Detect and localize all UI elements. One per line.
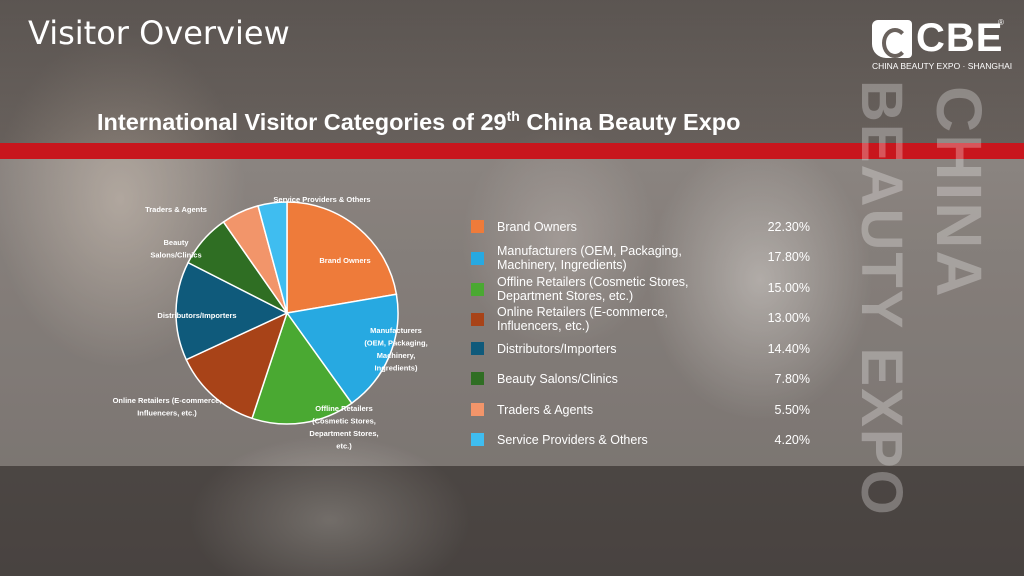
legend-swatch — [471, 220, 484, 233]
legend-item: Brand Owners 22.30% — [468, 214, 828, 244]
legend-label-line: Brand Owners — [497, 220, 577, 234]
logo-subtitle: CHINA BEAUTY EXPO · SHANGHAI — [872, 61, 1013, 71]
legend-label: Traders & Agents — [497, 403, 697, 417]
legend-label-line: Machinery, Ingredients) — [497, 258, 627, 272]
legend-value: 4.20% — [774, 433, 810, 447]
legend-swatch — [471, 433, 484, 446]
logo-text: CBE — [916, 16, 1004, 60]
pie-slice-7 — [257, 201, 288, 314]
cbe-logo-mark-icon — [872, 20, 912, 58]
legend-swatch — [471, 372, 484, 385]
legend-label-line: Service Providers & Others — [497, 433, 648, 447]
legend-swatch — [471, 403, 484, 416]
legend-label-line: Beauty Salons/Clinics — [497, 372, 618, 386]
content-panel — [0, 159, 1024, 466]
chart-title: International Visitor Categories of 29th… — [97, 108, 741, 136]
page-title: Visitor Overview — [28, 14, 290, 52]
legend-label: Offline Retailers (Cosmetic Stores, Depar… — [497, 275, 697, 303]
legend-item: Distributors/Importers 14.40% — [468, 336, 828, 366]
legend-label-line: Traders & Agents — [497, 403, 594, 417]
legend-value: 14.40% — [767, 342, 810, 356]
footer-overlay — [0, 466, 1024, 576]
pie-label-0: Brand Owners — [319, 256, 370, 265]
legend-label-line: Offline Retailers (Cosmetic Stores, — [497, 275, 689, 289]
watermark-china: CHINA — [923, 86, 995, 299]
legend-item: Beauty Salons/Clinics 7.80% — [468, 366, 828, 396]
cbe-logo: CBE ® CHINA BEAUTY EXPO · SHANGHAI — [868, 16, 1012, 72]
legend-label-line: Influencers, etc.) — [497, 319, 590, 333]
legend-label: Service Providers & Others — [497, 433, 697, 447]
legend-label: Online Retailers (E-commerce, Influencers… — [497, 305, 697, 333]
pie-slice-1 — [285, 293, 399, 405]
pie-slice-0 — [286, 201, 398, 314]
legend-value: 17.80% — [767, 250, 810, 264]
legend-swatch — [471, 252, 484, 265]
pie-slice-2 — [251, 311, 353, 425]
pie-label-3: Online Retailers (E-commerce, Influencers… — [113, 396, 222, 418]
legend-value: 22.30% — [767, 220, 810, 234]
pie-label-5: Beauty Salons/Clinics — [150, 238, 201, 260]
legend-swatch — [471, 313, 484, 326]
legend-label: Brand Owners — [497, 220, 697, 234]
legend-item: Service Providers & Others 4.20% — [468, 427, 828, 457]
legend-label: Manufacturers (OEM, Packaging, Machinery,… — [497, 244, 697, 272]
legend-value: 15.00% — [767, 281, 810, 295]
legend-label: Beauty Salons/Clinics — [497, 372, 697, 386]
pie-label-7: Service Providers & Others — [273, 195, 370, 204]
pie-label-4: Distributors/Importers — [157, 311, 236, 320]
pie-label-6: Traders & Agents — [145, 205, 207, 214]
red-divider-band — [0, 143, 1024, 159]
watermark-beauty-expo: BEAUTY EXPO — [849, 80, 914, 517]
legend-swatch — [471, 342, 484, 355]
legend-label-line: Distributors/Importers — [497, 342, 617, 356]
pie-label-2: Offline Retailers (Cosmetic Stores, Depart… — [309, 404, 378, 451]
legend-swatch — [471, 283, 484, 296]
legend-label-line: Online Retailers (E-commerce, — [497, 305, 668, 319]
pie-chart: Brand Owners Manufacturers (OEM, Packaging… — [113, 195, 428, 451]
legend-item: Offline Retailers (Cosmetic Stores, Depar… — [468, 275, 828, 305]
pie-label-1: Manufacturers (OEM, Packaging, Machinery, I… — [364, 326, 427, 373]
legend-item: Online Retailers (E-commerce, Influencers… — [468, 305, 828, 335]
legend-value: 7.80% — [774, 372, 810, 386]
chart-title-suffix: China Beauty Expo — [519, 108, 741, 135]
legend-value: 13.00% — [767, 311, 810, 325]
header-overlay — [0, 0, 1024, 150]
legend-label: Distributors/Importers — [497, 342, 697, 356]
legend-label-line: Manufacturers (OEM, Packaging, — [497, 244, 682, 258]
legend-label-line: Department Stores, etc.) — [497, 289, 634, 303]
legend-value: 5.50% — [774, 403, 810, 417]
chart-title-prefix: International Visitor Categories of 29 — [97, 108, 507, 135]
pie-slice-4 — [175, 261, 289, 361]
pie-slice-3 — [185, 311, 289, 420]
chart-title-superscript: th — [506, 108, 520, 124]
registered-mark: ® — [998, 18, 1004, 27]
legend-item: Manufacturers (OEM, Packaging, Machinery,… — [468, 244, 828, 274]
legend-item: Traders & Agents 5.50% — [468, 397, 828, 427]
